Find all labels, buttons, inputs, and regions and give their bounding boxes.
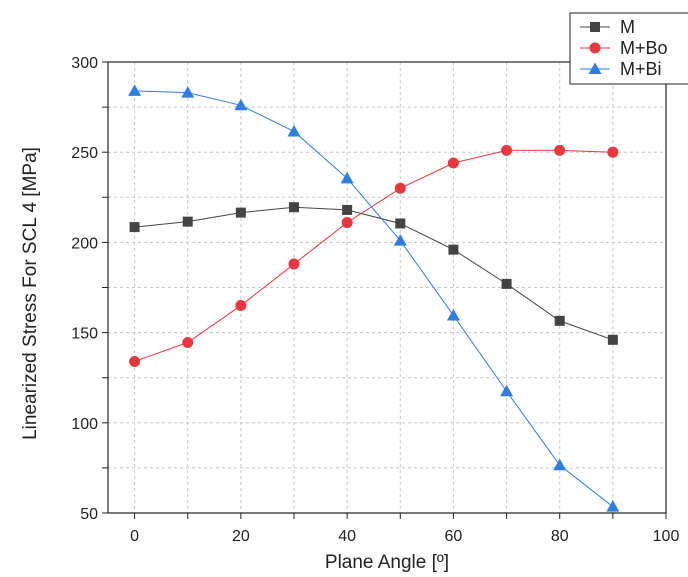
- legend-marker-m-bo: [590, 43, 601, 54]
- y-tick-label: 300: [71, 55, 98, 72]
- x-tick-label: 20: [232, 528, 250, 545]
- legend-label-m-bi: M+Bi: [620, 59, 662, 79]
- data-point-m-bi: [500, 385, 513, 397]
- y-axis-title: Linearized Stress For SCL 4 [MPa]: [20, 147, 41, 440]
- x-tick-label: 40: [338, 528, 356, 545]
- y-tick-label: 50: [80, 506, 98, 523]
- data-point-m: [289, 202, 299, 212]
- x-tick-label: 80: [551, 528, 569, 545]
- data-point-m: [555, 316, 565, 326]
- data-point-m-bo: [607, 147, 618, 158]
- data-point-m: [342, 205, 352, 215]
- y-tick-label: 100: [71, 416, 98, 433]
- data-point-m-bi: [606, 500, 619, 512]
- x-tick-label: 100: [653, 528, 680, 545]
- data-point-m-bo: [501, 145, 512, 156]
- data-point-m-bi: [447, 309, 460, 321]
- data-point-m: [608, 335, 618, 345]
- axes-layer: [102, 62, 666, 519]
- x-axis-title: Plane Angle [º]: [325, 552, 449, 573]
- x-tick-label: 60: [445, 528, 463, 545]
- data-point-m-bo: [235, 300, 246, 311]
- data-point-m-bo: [448, 158, 459, 169]
- data-point-m: [183, 217, 193, 227]
- legend-label-m: M: [620, 17, 635, 37]
- data-point-m: [236, 208, 246, 218]
- legend-marker-m: [590, 22, 600, 32]
- grid-layer: [108, 62, 666, 513]
- data-point-m: [448, 245, 458, 255]
- data-point-m-bo: [289, 259, 300, 270]
- data-point-m-bi: [553, 459, 566, 471]
- legend-label-m-bo: M+Bo: [620, 38, 668, 58]
- series-line-m-bi: [135, 91, 613, 507]
- data-point-m-bo: [554, 145, 565, 156]
- data-point-m-bo: [129, 356, 140, 367]
- data-point-m-bo: [395, 183, 406, 194]
- data-point-m-bi: [288, 125, 301, 136]
- data-point-m: [502, 279, 512, 289]
- series-layer: [128, 84, 619, 511]
- series-line-m-bo: [135, 150, 613, 361]
- data-point-m-bi: [341, 172, 354, 184]
- y-tick-label: 250: [71, 145, 98, 162]
- data-point-m-bi: [181, 86, 194, 98]
- data-point-m-bo: [182, 337, 193, 348]
- data-point-m: [395, 218, 405, 228]
- data-point-m-bi: [128, 84, 141, 96]
- legend: MM+BoM+Bi: [570, 13, 688, 84]
- y-tick-label: 150: [71, 326, 98, 343]
- x-tick-label: 0: [130, 528, 139, 545]
- series-line-m: [135, 207, 613, 340]
- labels-layer: 0 20 40 60 80 100 50 100 150 200 250 300 Plane Angle…: [20, 55, 679, 573]
- data-point-m-bo: [342, 217, 353, 228]
- y-tick-label: 200: [71, 235, 98, 252]
- data-point-m: [130, 222, 140, 232]
